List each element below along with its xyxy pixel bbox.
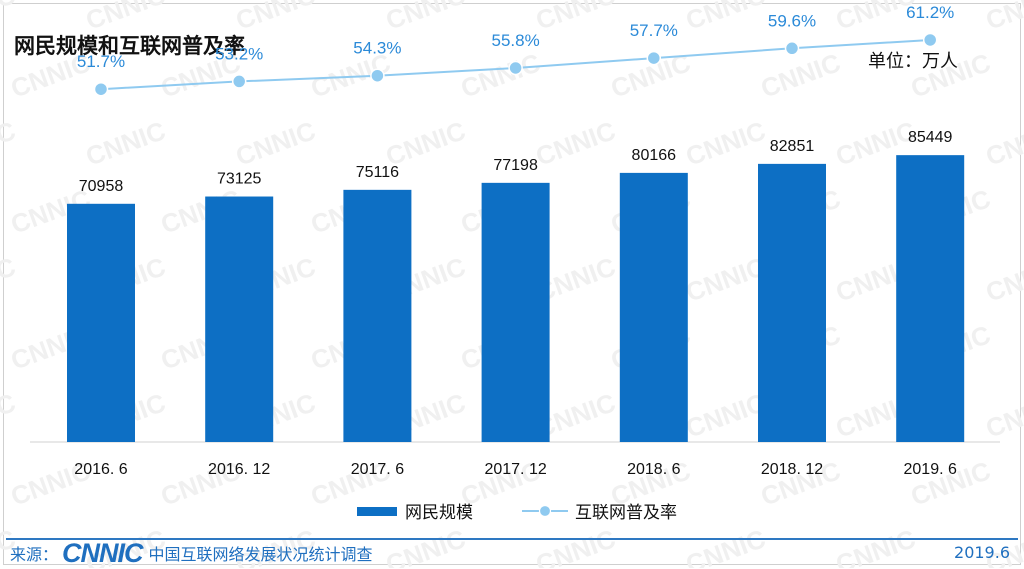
bar xyxy=(481,182,550,442)
x-tick-label: 2017. 6 xyxy=(351,461,404,478)
bar xyxy=(758,163,826,442)
bar-value-label: 77198 xyxy=(493,157,538,174)
line-value-label: 53.2% xyxy=(215,44,263,63)
line-point xyxy=(508,60,523,76)
x-tick-label: 2017. 12 xyxy=(484,461,546,478)
bar-value-label: 73125 xyxy=(217,171,262,188)
unit-label: 单位：万人 xyxy=(868,51,958,72)
x-tick-label: 2019. 6 xyxy=(904,461,957,478)
legend-line-marker xyxy=(538,504,552,518)
line-value-label: 54.3% xyxy=(353,39,401,58)
footer-date: 2019.6 xyxy=(954,543,1010,562)
bar xyxy=(343,189,412,442)
x-tick-label: 2018. 6 xyxy=(627,461,680,478)
line-value-label: 59.6% xyxy=(768,11,816,30)
bar xyxy=(67,203,135,442)
footer: 来源： CNNIC 中国互联网络发展状况统计调查 xyxy=(10,538,373,569)
bar-value-label: 80166 xyxy=(632,147,677,164)
bar-value-label: 70958 xyxy=(79,178,124,195)
legend-bar-label: 网民规模 xyxy=(405,503,473,523)
line-point xyxy=(784,41,800,56)
cnnic-logo: CNNIC xyxy=(62,538,143,569)
line-point xyxy=(922,32,938,48)
source-org: 中国互联网络发展状况统计调查 xyxy=(148,545,373,564)
line-point xyxy=(646,50,662,66)
footer-rule xyxy=(6,538,1018,540)
x-tick-label: 2018. 12 xyxy=(761,461,823,478)
chart-title: 网民规模和互联网普及率 xyxy=(14,33,245,58)
cnnic-logo-text: CNNIC xyxy=(62,537,143,568)
bar-value-label: 75116 xyxy=(356,164,399,181)
bar xyxy=(205,196,274,442)
chart-frame xyxy=(3,3,1021,565)
x-tick-label: 2016. 6 xyxy=(74,461,127,478)
x-tick-label: 2016. 12 xyxy=(208,461,270,478)
bar-value-label: 82851 xyxy=(770,138,815,155)
line-value-label: 57.7% xyxy=(630,21,678,40)
line-value-label: 61.2% xyxy=(906,3,954,22)
bar xyxy=(619,172,688,442)
bar-value-label: 85449 xyxy=(908,129,953,146)
legend-line-label: 互联网普及率 xyxy=(575,503,677,523)
legend-bar-swatch xyxy=(357,507,397,516)
line-point xyxy=(370,68,385,83)
source-label: 来源： xyxy=(10,545,59,564)
line-point xyxy=(93,81,109,97)
line-point xyxy=(231,74,247,89)
line-value-label: 51.7% xyxy=(77,52,125,71)
line-value-label: 55.8% xyxy=(491,31,539,50)
bar xyxy=(896,155,965,442)
